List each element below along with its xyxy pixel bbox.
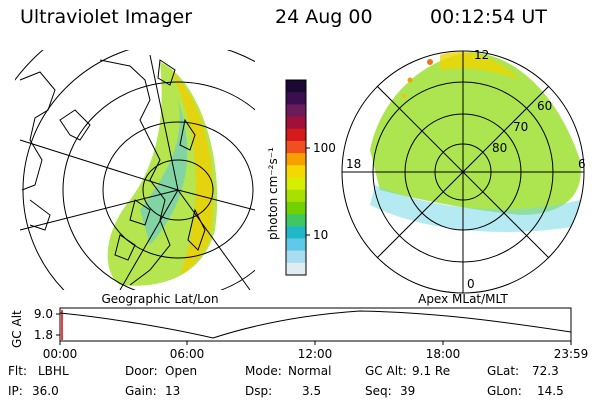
colorbar-segment xyxy=(286,92,306,105)
time-tick-1800: 18:00 xyxy=(426,347,461,361)
right-panel-caption: Apex MLat/MLT xyxy=(418,292,508,306)
colorbar-segment xyxy=(286,214,306,227)
info-dsp-value: 3.5 xyxy=(302,384,321,398)
altitude-curve xyxy=(59,310,572,339)
lat-label-60: 60 xyxy=(537,99,552,113)
info-gcalt-label: GC Alt: xyxy=(365,364,407,378)
colorbar-segment xyxy=(286,201,306,215)
geographic-map xyxy=(15,50,255,290)
info-dsp-label: Dsp: xyxy=(245,384,272,398)
info-table: Flt: LBHL Door: Open Mode: Normal GC Alt… xyxy=(8,364,564,398)
colorbar-segment xyxy=(286,238,306,252)
altitude-ytick-1: 1.8 xyxy=(34,328,53,342)
info-flt-label: Flt: xyxy=(8,364,27,378)
colorbar-segment xyxy=(286,189,306,203)
altitude-axis-label: GC Alt xyxy=(10,310,24,348)
colorbar-segment xyxy=(286,128,306,142)
time-tick-2359: 23:59 xyxy=(554,347,589,361)
colorbar-segment xyxy=(286,104,306,118)
time-tick-0600: 06:00 xyxy=(170,347,205,361)
apex-polar-plot: 12 18 6 0 60 70 80 xyxy=(341,48,586,294)
info-ip-label: IP: xyxy=(8,384,23,398)
mlt-label-12: 12 xyxy=(474,48,489,62)
info-ip-value: 36.0 xyxy=(32,384,59,398)
colorbar-segment xyxy=(286,116,306,130)
colorbar-segment xyxy=(286,250,306,264)
lat-label-80: 80 xyxy=(492,141,507,155)
info-mode-label: Mode: xyxy=(245,364,282,378)
info-flt-value: LBHL xyxy=(38,364,69,378)
info-glon-label: GLon: xyxy=(487,384,522,398)
colorbar-segment xyxy=(286,262,306,276)
header-title: Ultraviolet Imager xyxy=(20,6,193,28)
aurora-region-right xyxy=(370,52,581,215)
info-gain-value: 13 xyxy=(165,384,180,398)
lat-label-70: 70 xyxy=(513,120,528,134)
info-mode-value: Normal xyxy=(288,364,331,378)
info-seq-label: Seq: xyxy=(365,384,392,398)
header-date: 24 Aug 00 xyxy=(275,6,373,28)
mlt-label-18: 18 xyxy=(346,157,361,171)
info-door-value: Open xyxy=(165,364,197,378)
altitude-ytick-9: 9.0 xyxy=(34,307,53,321)
colorbar-tick-100: 100 xyxy=(313,141,336,155)
info-glat-value: 72.3 xyxy=(532,364,559,378)
colorbar-segment xyxy=(286,226,306,239)
info-gain-label: Gain: xyxy=(125,384,157,398)
info-glon-value: 14.5 xyxy=(537,384,564,398)
colorbar-segment xyxy=(286,153,306,166)
info-gcalt-value: 9.1 Re xyxy=(412,364,450,378)
header-time: 00:12:54 UT xyxy=(430,6,547,28)
info-door-label: Door: xyxy=(125,364,158,378)
time-tick-1200: 12:00 xyxy=(298,347,333,361)
left-panel-caption: Geographic Lat/Lon xyxy=(101,292,218,306)
colorbar-segment xyxy=(286,177,306,191)
colorbar-tick-10: 10 xyxy=(313,228,328,242)
info-glat-label: GLat: xyxy=(487,364,519,378)
colorbar-segment xyxy=(286,80,306,93)
colorbar-label: photon cm⁻²s⁻¹ xyxy=(266,147,280,240)
altitude-strip: GC Alt 9.0 1.8 00:00 06:00 12:00 18:00 2… xyxy=(10,307,588,361)
mlt-label-0: 0 xyxy=(467,277,475,291)
colorbar-segment xyxy=(286,140,306,154)
colorbar-segment xyxy=(286,165,306,178)
info-seq-value: 39 xyxy=(400,384,415,398)
colorbar: 100 10 photon cm⁻²s⁻¹ xyxy=(266,79,336,276)
time-tick-0000: 00:00 xyxy=(43,347,78,361)
mlt-label-6: 6 xyxy=(578,157,586,171)
